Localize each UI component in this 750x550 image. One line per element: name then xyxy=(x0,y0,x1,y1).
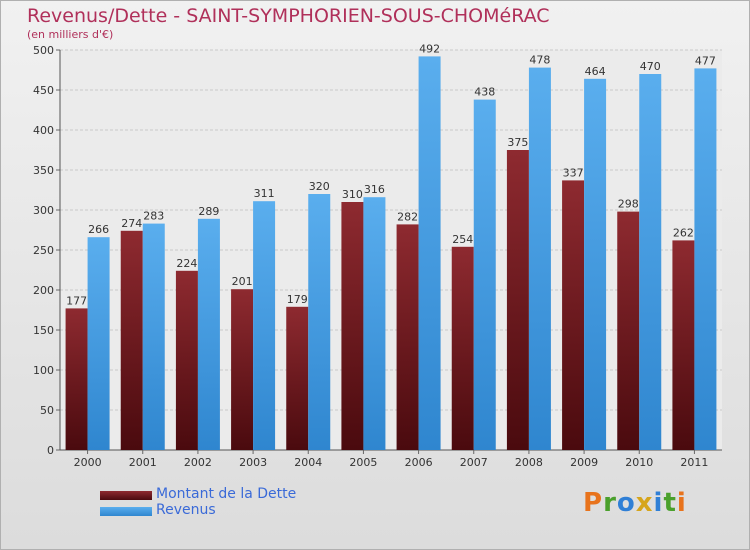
value-label-dette: 337 xyxy=(563,166,584,179)
logo-letter: x xyxy=(635,488,654,518)
value-label-dette: 282 xyxy=(397,210,418,223)
y-tick-label: 400 xyxy=(33,124,54,137)
y-tick-label: 250 xyxy=(33,244,54,257)
y-tick-label: 50 xyxy=(40,404,54,417)
value-label-dette: 224 xyxy=(176,257,197,270)
bar-revenus xyxy=(87,237,110,450)
logo-letter: o xyxy=(616,488,636,518)
legend-label-revenus: Revenus xyxy=(156,502,216,518)
bar-revenus xyxy=(418,56,441,451)
bar-dette xyxy=(562,180,585,450)
logo-letter: i xyxy=(653,488,664,518)
x-tick-label: 2000 xyxy=(74,456,102,469)
logo-letter: i xyxy=(676,488,687,518)
value-label-dette: 274 xyxy=(121,217,142,230)
chart-subtitle: (en milliers d'€) xyxy=(27,28,114,41)
value-label-revenus: 470 xyxy=(640,60,661,73)
x-tick-label: 2006 xyxy=(405,456,433,469)
bar-dette xyxy=(617,211,640,450)
bar-revenus xyxy=(363,197,386,450)
legend-label-dette: Montant de la Dette xyxy=(156,486,297,502)
x-tick-label: 2001 xyxy=(129,456,157,469)
value-label-revenus: 266 xyxy=(88,223,109,236)
value-label-revenus: 438 xyxy=(474,86,495,99)
logo-letter: P xyxy=(583,488,604,518)
y-tick-label: 100 xyxy=(33,364,54,377)
value-label-dette: 262 xyxy=(673,226,694,239)
proxiti-logo: Proxiti xyxy=(583,488,687,518)
x-tick-label: 2002 xyxy=(184,456,212,469)
value-label-revenus: 311 xyxy=(254,187,275,200)
value-label-dette: 375 xyxy=(507,136,528,149)
x-tick-label: 2009 xyxy=(570,456,598,469)
x-tick-label: 2003 xyxy=(239,456,267,469)
bar-dette xyxy=(396,224,419,450)
chart-title: Revenus/Dette - SAINT-SYMPHORIEN-SOUS-CH… xyxy=(27,5,550,27)
y-tick-label: 350 xyxy=(33,164,54,177)
value-label-revenus: 464 xyxy=(585,65,606,78)
y-tick-label: 500 xyxy=(33,44,54,57)
y-tick-label: 450 xyxy=(33,84,54,97)
bar-dette xyxy=(341,202,364,450)
logo-letter: r xyxy=(603,488,617,518)
value-label-revenus: 283 xyxy=(143,210,164,223)
x-tick-label: 2011 xyxy=(680,456,708,469)
bar-revenus xyxy=(473,99,496,450)
bar-dette xyxy=(672,240,695,450)
bar-revenus xyxy=(639,74,662,450)
bar-dette xyxy=(451,246,474,450)
bar-dette xyxy=(286,306,309,450)
y-tick-label: 300 xyxy=(33,204,54,217)
bar-dette xyxy=(65,308,88,450)
x-tick-label: 2008 xyxy=(515,456,543,469)
value-label-revenus: 289 xyxy=(198,205,219,218)
bar-revenus xyxy=(253,201,276,450)
bar-revenus xyxy=(528,67,551,450)
value-label-dette: 179 xyxy=(287,293,308,306)
value-label-revenus: 316 xyxy=(364,183,385,196)
logo-letter: t xyxy=(663,488,677,518)
bar-dette xyxy=(231,289,254,450)
bar-revenus xyxy=(197,218,220,450)
legend-swatch-dette xyxy=(100,491,152,500)
bar-dette xyxy=(175,270,198,450)
legend-swatch-revenus xyxy=(100,507,152,516)
value-label-revenus: 320 xyxy=(309,180,330,193)
value-label-revenus: 478 xyxy=(529,54,550,67)
x-tick-label: 2004 xyxy=(294,456,322,469)
bar-dette xyxy=(506,150,529,450)
bar-revenus xyxy=(584,78,607,451)
bar-revenus xyxy=(694,68,717,451)
value-label-revenus: 492 xyxy=(419,42,440,55)
y-tick-label: 200 xyxy=(33,284,54,297)
value-label-dette: 310 xyxy=(342,188,363,201)
bar-revenus xyxy=(308,194,331,450)
x-tick-label: 2005 xyxy=(349,456,377,469)
x-tick-label: 2010 xyxy=(625,456,653,469)
value-label-dette: 298 xyxy=(618,198,639,211)
value-label-dette: 254 xyxy=(452,233,473,246)
bar-revenus xyxy=(142,223,165,450)
bar-dette xyxy=(120,230,143,450)
value-label-dette: 177 xyxy=(66,294,87,307)
x-tick-label: 2007 xyxy=(460,456,488,469)
y-tick-label: 0 xyxy=(47,444,54,457)
y-tick-label: 150 xyxy=(33,324,54,337)
value-label-revenus: 477 xyxy=(695,54,716,67)
value-label-dette: 201 xyxy=(232,275,253,288)
